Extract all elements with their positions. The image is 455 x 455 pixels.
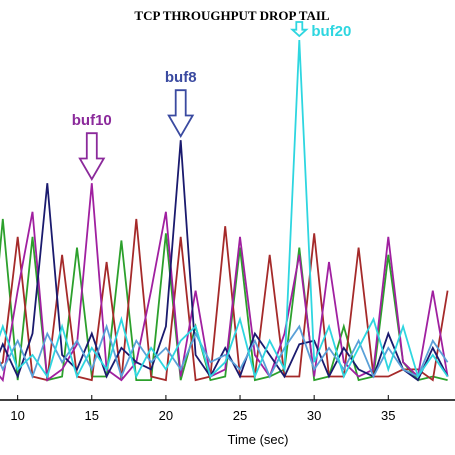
series-line-5 <box>0 323 449 380</box>
x-tick-label: 15 <box>85 408 99 423</box>
annotation-arrow-icon <box>289 21 309 38</box>
x-tick-layer: 10 15 20 25 30 35 <box>10 395 396 423</box>
series-line-6 <box>0 39 449 380</box>
series-line-1 <box>0 218 448 382</box>
annotation-buf20: buf20 <box>289 21 351 40</box>
annotation-buf10: buf10 <box>72 112 112 181</box>
annotation-label: buf20 <box>311 23 351 40</box>
annotation-arrow-icon <box>167 89 195 138</box>
annotation-buf8: buf8 <box>165 69 197 138</box>
x-tick-label: 20 <box>159 408 173 423</box>
series-layer <box>0 39 449 383</box>
x-tick-label: 25 <box>233 408 247 423</box>
x-tick-label: 35 <box>381 408 395 423</box>
chart-title: TCP THROUGHPUT DROP TAIL <box>134 8 329 23</box>
series-line-2 <box>0 218 449 382</box>
x-axis-label: Time (sec) <box>228 432 289 447</box>
x-tick-label: 10 <box>10 408 24 423</box>
annotation-label: buf10 <box>72 112 112 129</box>
x-tick-label: 30 <box>307 408 321 423</box>
annotation-arrow-icon <box>78 132 106 181</box>
annotation-label: buf8 <box>165 69 197 86</box>
annotation-layer: buf10 buf8 buf20 <box>72 21 351 181</box>
